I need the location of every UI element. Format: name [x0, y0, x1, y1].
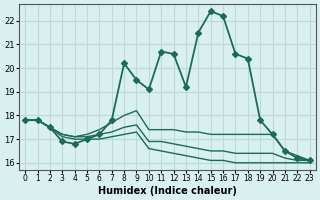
X-axis label: Humidex (Indice chaleur): Humidex (Indice chaleur) — [98, 186, 237, 196]
